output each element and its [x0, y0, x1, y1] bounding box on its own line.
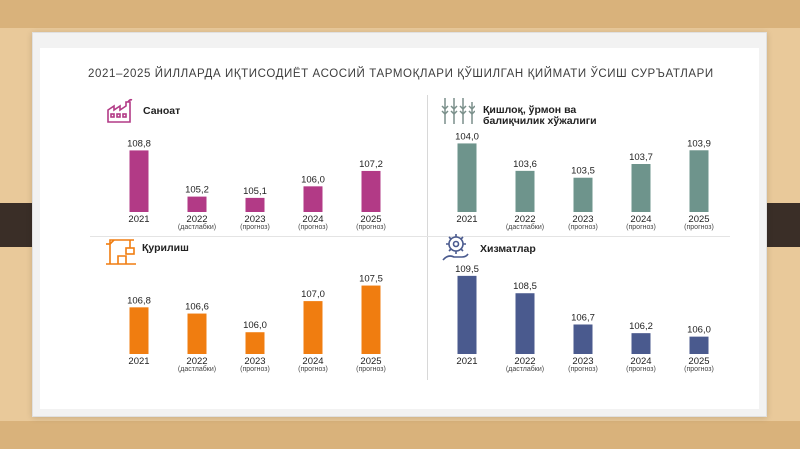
value-label-2021: 108,8 — [127, 138, 151, 149]
value-label-2024: 106,0 — [301, 174, 325, 185]
value-label-2023: 103,5 — [571, 166, 595, 177]
tick-note-2023: (прогноз) — [240, 366, 270, 373]
value-label-2022: 105,2 — [185, 185, 209, 196]
bar-2024 — [303, 301, 323, 354]
tick-label-2025: 2025 — [688, 214, 709, 225]
crane-icon — [106, 239, 136, 265]
vertical-divider — [427, 95, 428, 380]
tick-label-2021: 2021 — [128, 356, 149, 367]
tick-note-2022: (дастлабки) — [506, 223, 544, 231]
chart-title-agriculture: Қишлоқ, ўрмон ва балиқчилик хўжалиги — [483, 104, 597, 127]
value-label-2024: 107,0 — [301, 289, 325, 300]
bar-2024 — [631, 333, 651, 354]
tick-note-2025: (прогноз) — [684, 366, 714, 373]
wood-band-bottom — [0, 421, 800, 449]
bar-2023 — [245, 332, 265, 354]
bar-2025 — [361, 170, 381, 212]
tick-note-2025: (прогноз) — [684, 224, 714, 231]
chart-title-services: Хизматлар — [480, 243, 536, 255]
bar-2025 — [689, 150, 709, 212]
value-label-2023: 106,7 — [571, 312, 595, 323]
bar-2021 — [129, 307, 149, 354]
tick-label-2022: 2022 — [186, 214, 207, 225]
tick-note-2024: (прогноз) — [626, 366, 656, 373]
value-label-2021: 104,0 — [455, 131, 479, 142]
tick-label-2021: 2021 — [128, 214, 149, 225]
value-label-2023: 106,0 — [243, 320, 267, 331]
horizontal-divider — [90, 236, 730, 237]
bar-2022 — [515, 293, 535, 354]
bar-2022 — [187, 196, 207, 212]
chart-title-construction: Қурилиш — [142, 242, 189, 254]
tick-note-2024: (прогноз) — [298, 366, 328, 373]
bar-2023 — [573, 177, 593, 212]
value-label-2024: 103,7 — [629, 152, 653, 163]
tick-label-2022: 2022 — [186, 356, 207, 367]
value-label-2025: 107,5 — [359, 274, 383, 285]
tick-label-2024: 2024 — [302, 214, 323, 225]
value-label-2025: 103,9 — [687, 138, 711, 149]
tick-label-2022: 2022 — [514, 214, 535, 225]
page-title: 2021–2025 ЙИЛЛАРДА ИҚТИСОДИЁТ АСОСИЙ ТАР… — [88, 68, 714, 80]
value-label-2025: 106,0 — [687, 325, 711, 336]
bar-2022 — [515, 170, 535, 212]
value-label-2021: 109,5 — [455, 264, 479, 275]
bar-2021 — [129, 150, 149, 212]
value-label-2022: 103,6 — [513, 159, 537, 170]
tick-label-2023: 2023 — [244, 214, 265, 225]
tick-label-2025: 2025 — [360, 214, 381, 225]
factory-icon — [107, 98, 133, 123]
bar-2023 — [245, 197, 265, 212]
bar-2022 — [187, 313, 207, 354]
value-label-2022: 108,5 — [513, 281, 537, 292]
bar-2021 — [457, 143, 477, 212]
tick-label-2021: 2021 — [456, 356, 477, 367]
value-label-2023: 105,1 — [243, 186, 267, 197]
tick-note-2024: (прогноз) — [626, 224, 656, 231]
bar-2025 — [689, 336, 709, 354]
tick-label-2023: 2023 — [572, 214, 593, 225]
tick-label-2025: 2025 — [688, 356, 709, 367]
bar-2025 — [361, 285, 381, 354]
bar-2021 — [457, 275, 477, 354]
tick-label-2025: 2025 — [360, 356, 381, 367]
bar-2024 — [303, 186, 323, 212]
tick-note-2023: (прогноз) — [240, 224, 270, 231]
bar-2023 — [573, 324, 593, 354]
tick-label-2024: 2024 — [302, 356, 323, 367]
value-label-2024: 106,2 — [629, 321, 653, 332]
tick-note-2024: (прогноз) — [298, 224, 328, 231]
tick-note-2025: (прогноз) — [356, 224, 386, 231]
tick-label-2022: 2022 — [514, 356, 535, 367]
wood-band-top — [0, 0, 800, 28]
bar-2024 — [631, 164, 651, 212]
tick-note-2023: (прогноз) — [568, 224, 598, 231]
tick-note-2022: (дастлабки) — [506, 365, 544, 373]
wheat-icon — [441, 98, 475, 124]
tick-label-2021: 2021 — [456, 214, 477, 225]
tick-label-2023: 2023 — [572, 356, 593, 367]
tick-note-2023: (прогноз) — [568, 366, 598, 373]
chart-title-industry: Саноат — [143, 105, 181, 117]
tick-label-2024: 2024 — [630, 356, 651, 367]
gear-hand-icon — [442, 234, 469, 261]
value-label-2022: 106,6 — [185, 302, 209, 313]
tick-label-2024: 2024 — [630, 214, 651, 225]
value-label-2025: 107,2 — [359, 159, 383, 170]
tick-label-2023: 2023 — [244, 356, 265, 367]
value-label-2021: 106,8 — [127, 295, 151, 306]
tick-note-2025: (прогноз) — [356, 366, 386, 373]
tick-note-2022: (дастлабки) — [178, 365, 216, 373]
tick-note-2022: (дастлабки) — [178, 223, 216, 231]
